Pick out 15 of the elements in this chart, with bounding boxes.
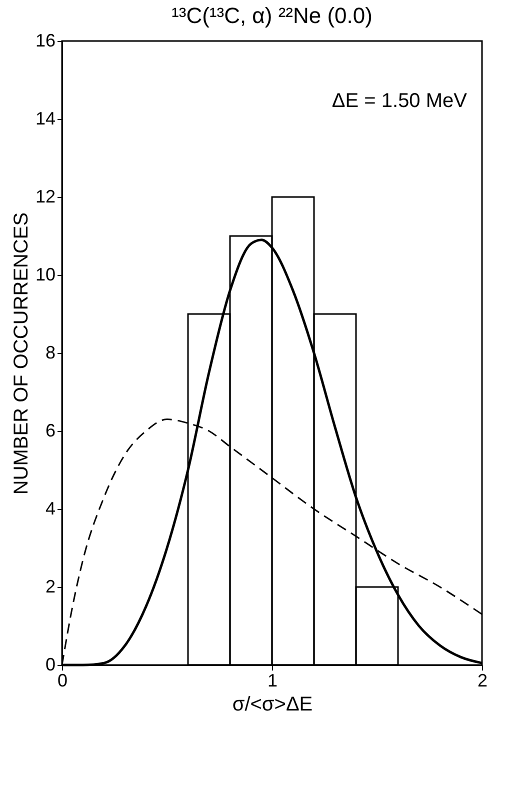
x-tick-label: 2 xyxy=(477,670,488,690)
annotation: ΔE = 1.50 MeV xyxy=(332,90,468,112)
y-tick-label: 4 xyxy=(45,498,56,518)
y-tick-label: 2 xyxy=(45,576,56,596)
x-axis-title: σ/<σ>ΔE xyxy=(232,694,313,716)
y-tick-label: 14 xyxy=(35,108,56,128)
y-tick-label: 8 xyxy=(45,342,56,362)
x-tick-label: 1 xyxy=(267,670,278,690)
y-tick-label: 6 xyxy=(45,420,56,440)
y-tick-label: 10 xyxy=(35,264,56,284)
y-tick-label: 12 xyxy=(35,186,56,206)
y-axis-title: NUMBER OF OCCURRENCES xyxy=(10,212,32,495)
y-tick-label: 16 xyxy=(35,30,56,50)
chart-title: ¹³C(¹³C, α) ²²Ne (0.0) xyxy=(172,3,372,28)
y-tick-label: 0 xyxy=(45,654,56,674)
